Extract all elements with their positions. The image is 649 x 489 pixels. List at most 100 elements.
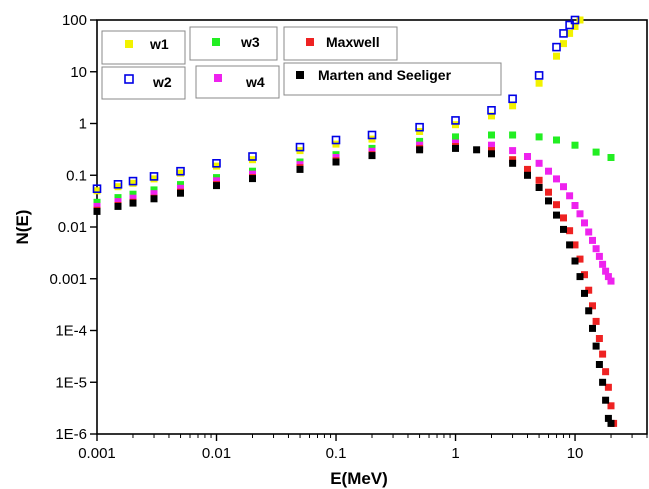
data-point — [595, 252, 603, 260]
data-point — [535, 176, 543, 184]
data-point — [177, 184, 184, 192]
data-point — [545, 188, 552, 196]
data-point — [595, 335, 603, 342]
data-point — [176, 166, 185, 176]
legend-label-w1: w1 — [149, 36, 169, 52]
data-point — [452, 144, 459, 152]
data-point — [599, 378, 607, 386]
data-point — [571, 241, 579, 249]
data-point — [213, 177, 220, 185]
x-tick-label: 1 — [451, 445, 459, 462]
data-point — [93, 187, 101, 195]
legend-item-w1: w1 — [125, 36, 169, 52]
legend-item-w3: w3 — [212, 34, 260, 50]
data-point — [602, 267, 610, 275]
data-point — [509, 159, 517, 167]
data-point — [295, 142, 305, 152]
data-point — [607, 277, 615, 285]
data-point — [524, 153, 531, 160]
legend-marker-maxwell — [306, 38, 314, 46]
data-point — [114, 183, 122, 191]
data-point — [150, 190, 158, 198]
data-point — [212, 159, 221, 168]
data-point — [565, 20, 574, 30]
data-point — [92, 184, 102, 193]
x-tick-label: 10 — [567, 445, 584, 462]
legend-box-w4 — [195, 65, 280, 99]
data-point — [416, 137, 424, 145]
data-point — [332, 158, 340, 166]
data-point — [589, 324, 596, 332]
data-point — [368, 152, 376, 160]
x-tick-label: 0.001 — [78, 445, 116, 462]
data-point — [571, 202, 579, 209]
data-point — [560, 214, 567, 222]
data-point — [576, 16, 584, 24]
data-point — [599, 350, 607, 358]
data-point — [553, 136, 560, 144]
data-point — [524, 165, 531, 173]
data-point — [592, 148, 600, 156]
legend-item-w4: w4 — [214, 74, 265, 90]
y-tick-label: 10 — [70, 64, 87, 81]
legend-box-marten — [283, 62, 502, 96]
data-point — [576, 255, 584, 263]
data-point — [524, 171, 531, 179]
data-point — [560, 40, 567, 48]
data-point — [585, 307, 593, 315]
data-point — [150, 186, 158, 194]
data-point — [509, 131, 517, 139]
data-point — [487, 106, 496, 115]
data-point — [599, 260, 607, 268]
legend-marker-w2 — [124, 74, 134, 84]
data-point — [129, 199, 137, 207]
data-point — [177, 169, 184, 177]
data-point — [114, 202, 122, 210]
data-point — [589, 236, 596, 244]
data-point — [248, 152, 257, 161]
data-point — [553, 201, 560, 209]
legend-box-w1 — [101, 30, 186, 65]
data-point — [571, 141, 579, 149]
data-point — [553, 52, 560, 60]
data-point — [93, 198, 101, 206]
data-point — [535, 79, 543, 87]
legend-item-maxwell: Maxwell — [306, 34, 380, 50]
data-point — [177, 181, 184, 189]
y-tick-label: 1E-6 — [55, 426, 87, 443]
y-tick-label: 0.01 — [58, 219, 87, 236]
data-point — [585, 286, 593, 294]
legend-item-w2: w2 — [124, 74, 172, 90]
data-point — [535, 184, 543, 191]
y-tick-label: 1 — [79, 116, 87, 133]
data-point — [473, 146, 481, 154]
data-point — [607, 402, 615, 410]
legend-marker-w4 — [214, 74, 222, 82]
series-marten-and-seeliger — [93, 144, 615, 427]
data-point — [560, 183, 567, 191]
data-point — [589, 302, 596, 310]
data-point — [559, 29, 568, 38]
data-point — [581, 219, 588, 227]
data-point — [581, 289, 588, 297]
data-point — [249, 175, 256, 183]
data-point — [177, 189, 184, 197]
y-tick-label: 0.1 — [66, 167, 87, 184]
data-point — [571, 23, 579, 30]
legend-label-w4: w4 — [245, 74, 265, 90]
y-tick-label: 0.001 — [49, 271, 87, 288]
data-point — [534, 71, 544, 80]
legend-label-w2: w2 — [152, 74, 172, 90]
data-point — [213, 182, 220, 190]
data-point — [552, 42, 561, 52]
y-axis-title: N(E) — [13, 210, 32, 245]
data-point — [128, 176, 138, 186]
data-point — [509, 147, 517, 155]
data-point — [592, 245, 600, 253]
data-point — [93, 202, 101, 210]
data-point — [509, 102, 517, 110]
x-tick-label: 0.01 — [202, 445, 231, 462]
data-point — [129, 194, 137, 202]
data-point — [113, 180, 123, 189]
series-marks — [92, 15, 618, 427]
